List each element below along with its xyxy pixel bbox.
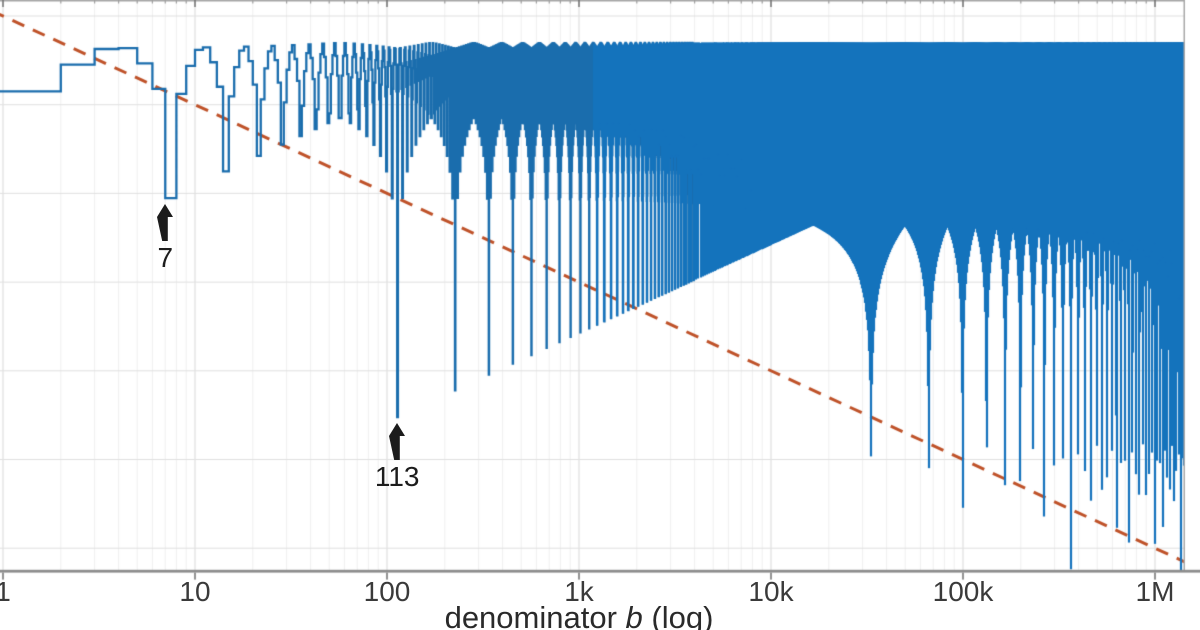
x-axis-label-variable: b: [625, 600, 643, 630]
x-tick-label-100: 100: [363, 576, 411, 607]
x-tick-label-10k: 10k: [748, 576, 794, 607]
up-arrow-icon: [389, 422, 406, 460]
x-axis-label-post: (log): [642, 600, 714, 630]
up-arrow-icon: [157, 204, 174, 242]
x-tick-label-10: 10: [179, 576, 211, 607]
x-axis-label-pre: denominator: [444, 600, 626, 630]
x-tick-label-1k: 1k: [564, 576, 594, 607]
x-tick-label-1: 1: [0, 576, 11, 607]
annotation-label-113: 113: [374, 460, 420, 492]
x-tick-label-100k: 100k: [932, 576, 994, 607]
x-axis-label: denominator b (log): [444, 600, 714, 630]
annotation-label-7: 7: [157, 242, 174, 274]
x-tick-label-1M: 1M: [1135, 576, 1175, 607]
